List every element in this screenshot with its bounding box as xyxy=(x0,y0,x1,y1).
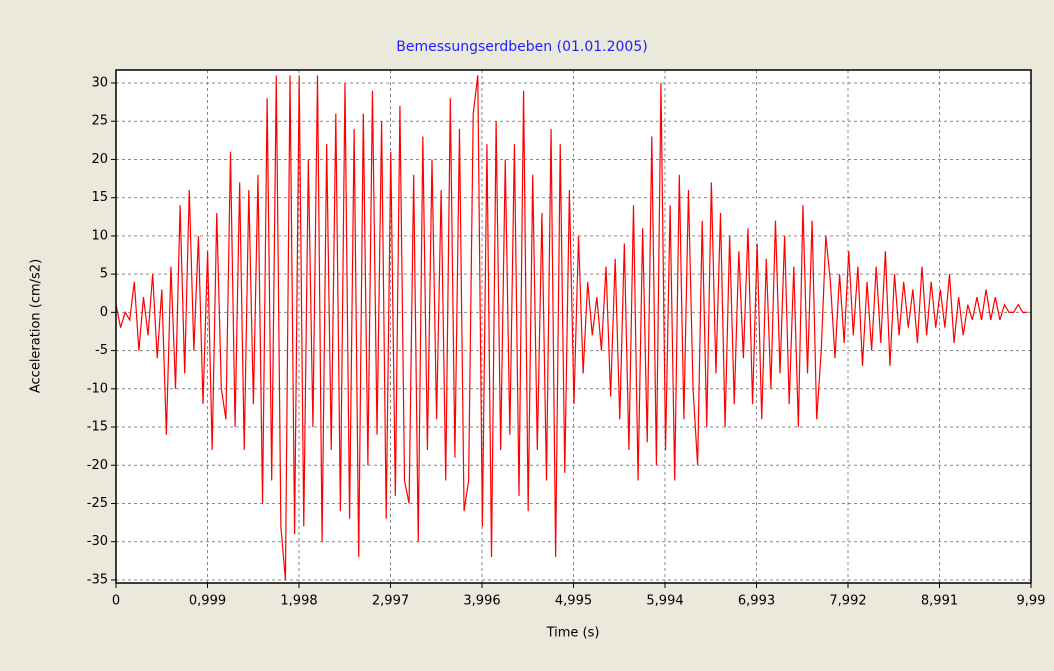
data-line xyxy=(115,75,1028,580)
x-tick-label: 1,998 xyxy=(280,594,317,609)
y-tick-label: 0 xyxy=(100,305,108,320)
x-tick-label: 7,992 xyxy=(829,594,866,609)
y-tick-label: -25 xyxy=(87,496,108,511)
x-tick-label: 6,993 xyxy=(738,594,775,609)
plot-border xyxy=(115,69,1032,584)
x-tick-label: 9,99 xyxy=(1017,594,1046,609)
x-tick-label: 3,996 xyxy=(463,594,500,609)
x-tick-label: 0,999 xyxy=(189,594,226,609)
y-tick-label: -5 xyxy=(95,343,108,358)
y-tick-label: -35 xyxy=(87,572,108,587)
x-tick-label: 2,997 xyxy=(372,594,409,609)
y-tick-label: -15 xyxy=(87,420,108,435)
y-tick-label: 30 xyxy=(91,75,108,90)
y-tick-label: -10 xyxy=(87,381,108,396)
x-tick-label: 5,994 xyxy=(646,594,683,609)
y-tick-label: 15 xyxy=(91,190,108,205)
y-axis-label: Acceleration (cm/s2) xyxy=(29,259,44,393)
y-tick-label: -20 xyxy=(87,458,108,473)
y-tick-label: 25 xyxy=(91,114,108,129)
plot-area xyxy=(116,70,1031,583)
y-tick-label: 10 xyxy=(91,228,108,243)
y-tick-label: 5 xyxy=(100,267,108,282)
chart-title: Bemessungserdbeben (01.01.2005) xyxy=(396,39,647,55)
x-axis-label: Time (s) xyxy=(546,626,600,641)
y-tick-label: -30 xyxy=(87,534,108,549)
y-tick-label: 20 xyxy=(91,152,108,167)
x-tick-label: 8,991 xyxy=(921,594,958,609)
x-tick-label: 0 xyxy=(112,594,120,609)
x-tick-label: 4,995 xyxy=(555,594,592,609)
